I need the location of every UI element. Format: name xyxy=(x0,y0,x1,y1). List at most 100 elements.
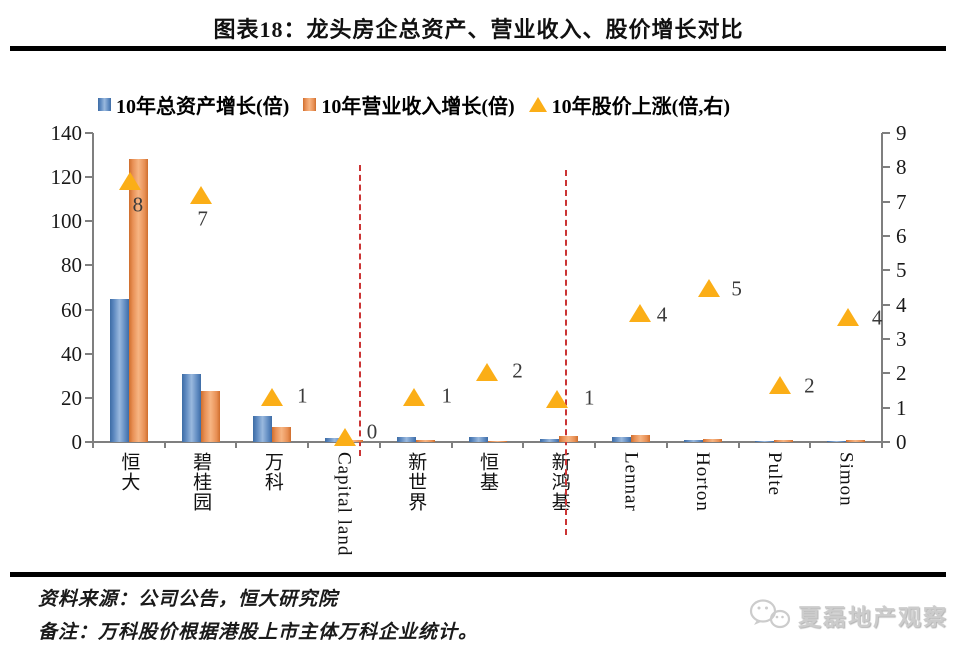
stock-price-value-label-2: 1 xyxy=(297,383,308,408)
y-axis-label-right: 2 xyxy=(896,361,907,386)
y-axis-label-left: 120 xyxy=(50,165,83,190)
x-category-label: Pulte xyxy=(763,452,785,497)
y-axis-label-right: 5 xyxy=(896,258,907,283)
bar-revenue-10 xyxy=(846,440,866,442)
y-tick-right xyxy=(882,441,890,443)
bar-total-assets-4 xyxy=(396,436,416,442)
y-axis-label-left: 60 xyxy=(61,297,82,322)
bar-total-assets-0 xyxy=(109,298,129,442)
y-axis-label-right: 3 xyxy=(896,327,907,351)
x-category-label: Lennar xyxy=(620,452,642,512)
stock-price-marker-6 xyxy=(546,390,569,409)
legend-item-stock-price: 10年股价上涨(倍,右) xyxy=(528,90,730,119)
legend-label: 10年营业收入增长(倍) xyxy=(321,96,515,118)
bottom-divider xyxy=(10,572,946,577)
y-tick-right xyxy=(882,372,890,375)
bar-revenue-9 xyxy=(774,440,794,442)
stock-price-value-label-9: 2 xyxy=(804,373,815,398)
note-text: 备注：万科股价根据港股上市主体万科企业统计。 xyxy=(38,622,479,643)
x-category-label: 恒基 xyxy=(477,452,498,492)
y-tick-right xyxy=(882,132,890,134)
stock-price-value-label-6: 1 xyxy=(583,385,595,410)
x-category-label: 恒大 xyxy=(118,452,140,492)
x-category-label: 碧桂园 xyxy=(190,452,212,512)
x-category-label: 新鸿基 xyxy=(548,452,570,512)
stock-price-value-label-8: 5 xyxy=(731,276,742,300)
y-axis-label-right: 1 xyxy=(896,395,907,420)
reference-dashed-line-2 xyxy=(565,170,567,535)
x-tick xyxy=(881,442,883,448)
x-tick xyxy=(450,442,453,448)
triangle-legend-icon xyxy=(528,97,547,112)
y-axis-label-right: 0 xyxy=(896,430,907,454)
stock-price-marker-8 xyxy=(697,278,720,297)
x-tick xyxy=(809,442,812,448)
stock-price-marker-9 xyxy=(769,376,792,395)
stock-price-value-label-0: 8 xyxy=(132,192,144,217)
x-tick xyxy=(307,442,310,448)
chart-title: 图表18：龙头房企总资产、营业收入、股价增长对比 xyxy=(213,17,744,42)
y-axis-label-left: 0 xyxy=(71,430,83,454)
y-axis-left xyxy=(92,133,94,448)
x-category-label: 万科 xyxy=(261,452,283,492)
y-tick-left xyxy=(85,441,93,443)
x-tick xyxy=(737,442,740,448)
y-tick-right xyxy=(882,200,890,203)
bar-total-assets-10 xyxy=(827,441,847,442)
orange-square-legend-icon xyxy=(303,98,317,111)
y-tick-left xyxy=(85,308,93,311)
x-tick xyxy=(665,442,668,448)
bar-total-assets-9 xyxy=(755,441,775,442)
y-tick-right xyxy=(882,166,890,169)
bar-total-assets-8 xyxy=(683,440,703,442)
watermark-text: 夏磊地产观察 xyxy=(798,605,948,630)
reference-dashed-line-1 xyxy=(359,165,361,456)
blue-square-legend-icon xyxy=(98,98,111,111)
x-tick xyxy=(92,442,94,448)
y-tick-left xyxy=(85,396,93,399)
stock-price-marker-0 xyxy=(118,172,141,191)
stock-price-marker-4 xyxy=(402,388,425,407)
x-axis xyxy=(92,441,883,443)
stock-price-marker-2 xyxy=(261,388,284,407)
y-axis-label-right: 6 xyxy=(896,224,907,248)
x-tick xyxy=(378,442,381,448)
y-tick-left xyxy=(85,220,93,223)
stock-price-marker-1 xyxy=(189,185,212,204)
x-tick xyxy=(163,442,166,448)
bar-revenue-7 xyxy=(630,434,650,442)
y-axis-right xyxy=(881,133,883,442)
x-category-label: Simon xyxy=(835,452,857,507)
stock-price-marker-3 xyxy=(334,427,357,446)
bar-revenue-5 xyxy=(487,440,507,442)
stock-price-marker-5 xyxy=(475,362,498,381)
legend-label: 10年总资产增长(倍) xyxy=(116,96,290,118)
y-axis-label-right: 8 xyxy=(896,155,907,180)
y-axis-label-right: 4 xyxy=(896,292,907,317)
y-axis-label-left: 40 xyxy=(61,341,82,366)
y-tick-right xyxy=(882,303,890,306)
y-axis-label-left: 20 xyxy=(61,385,82,410)
stock-price-marker-7 xyxy=(628,304,651,323)
x-tick xyxy=(594,442,597,448)
top-divider xyxy=(10,46,946,51)
stock-price-value-label-5: 2 xyxy=(512,358,523,383)
bar-revenue-2 xyxy=(272,426,292,442)
bar-revenue-8 xyxy=(702,438,722,442)
stock-price-value-label-1: 7 xyxy=(197,206,208,231)
x-category-label: 新世界 xyxy=(405,452,427,512)
y-axis-label-right: 9 xyxy=(896,121,907,145)
source-text: 资料来源：公司公告，恒大研究院 xyxy=(38,589,339,610)
bar-revenue-0 xyxy=(128,159,148,442)
stock-price-value-label-7: 4 xyxy=(656,302,668,327)
legend-label: 10年股价上涨(倍,右) xyxy=(551,96,730,118)
y-axis-label-right: 7 xyxy=(896,189,907,214)
wechat-icon xyxy=(749,599,791,629)
y-tick-left xyxy=(85,176,93,179)
y-axis-label-left: 80 xyxy=(61,253,82,278)
y-axis-label-left: 100 xyxy=(50,209,83,234)
y-tick-right xyxy=(882,269,890,272)
stock-price-value-label-4: 1 xyxy=(441,383,453,408)
